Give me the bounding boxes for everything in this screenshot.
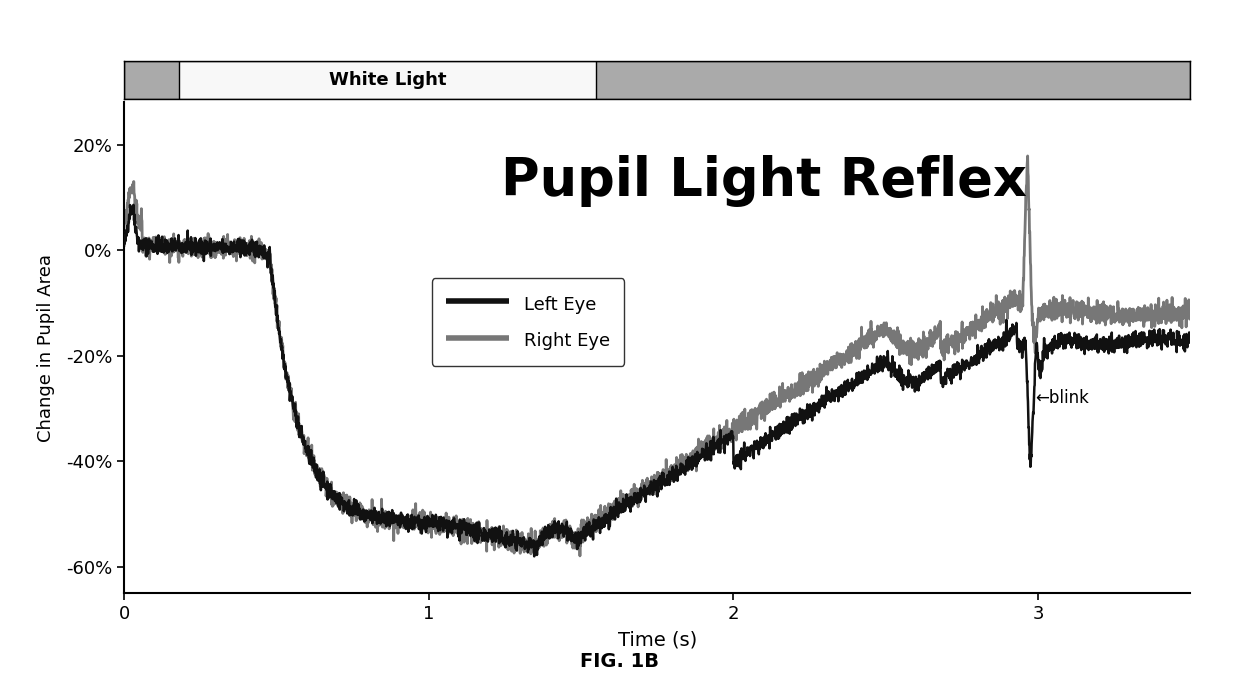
Line: Left Eye: Left Eye — [124, 205, 1190, 557]
Text: FIG. 1B: FIG. 1B — [580, 652, 660, 671]
Right Eye — [117, 241, 131, 250]
Right Eye — [620, 499, 635, 507]
Text: White Light: White Light — [329, 71, 446, 89]
Left Eye — [527, 552, 542, 561]
Right Eye — [1021, 152, 1035, 160]
Right Eye — [339, 492, 353, 501]
Y-axis label: Change in Pupil Area: Change in Pupil Area — [37, 254, 55, 442]
Left Eye — [340, 506, 355, 514]
Text: ←blink: ←blink — [1035, 389, 1089, 407]
Right Eye — [1183, 311, 1198, 319]
Left Eye — [1101, 342, 1116, 351]
Left Eye — [620, 502, 635, 510]
X-axis label: Time (s): Time (s) — [618, 630, 697, 649]
Right Eye — [502, 529, 517, 537]
Legend: Left Eye, Right Eye: Left Eye, Right Eye — [432, 278, 624, 366]
Left Eye — [795, 406, 810, 415]
Left Eye — [502, 536, 517, 544]
Left Eye — [750, 442, 765, 450]
Right Eye — [573, 552, 588, 560]
Text: Pupil Light Reflex: Pupil Light Reflex — [501, 155, 1027, 207]
Bar — [179, 61, 596, 99]
Right Eye — [795, 378, 810, 386]
Left Eye — [117, 239, 131, 247]
Left Eye — [126, 201, 141, 209]
Line: Right Eye: Right Eye — [124, 156, 1190, 556]
Right Eye — [749, 415, 764, 424]
Right Eye — [1101, 308, 1116, 316]
Left Eye — [1183, 338, 1198, 346]
